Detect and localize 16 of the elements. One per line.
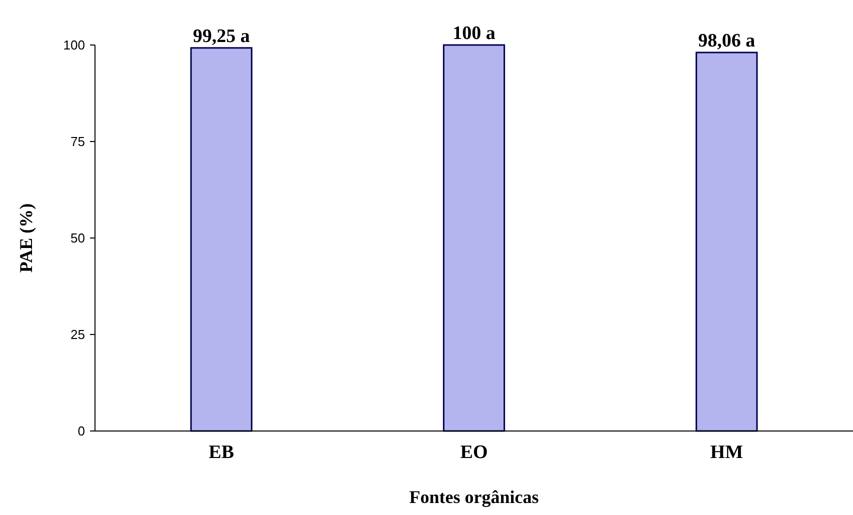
bar	[442, 44, 506, 432]
y-tick-label: 100	[63, 38, 85, 53]
y-tick-label: 25	[70, 327, 85, 342]
data-label: 99,25 a	[192, 26, 250, 47]
bar	[190, 47, 252, 432]
y-tick-label: 0	[78, 424, 85, 439]
x-tick-label: EO	[460, 442, 488, 463]
x-axis-title: Fontes orgânicas	[409, 487, 539, 507]
y-tick-label: 75	[70, 134, 85, 150]
bar	[696, 52, 758, 432]
y-tick-label: 50	[70, 230, 85, 246]
x-tick-label: HM	[710, 442, 744, 463]
data-label: 98,06 a	[698, 30, 756, 52]
data-label: 100 a	[452, 23, 496, 44]
x-tick-label: EB	[208, 442, 234, 463]
y-axis-title: PAE (%)	[16, 203, 36, 273]
